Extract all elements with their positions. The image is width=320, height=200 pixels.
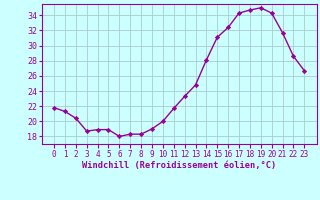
X-axis label: Windchill (Refroidissement éolien,°C): Windchill (Refroidissement éolien,°C) bbox=[82, 161, 276, 170]
